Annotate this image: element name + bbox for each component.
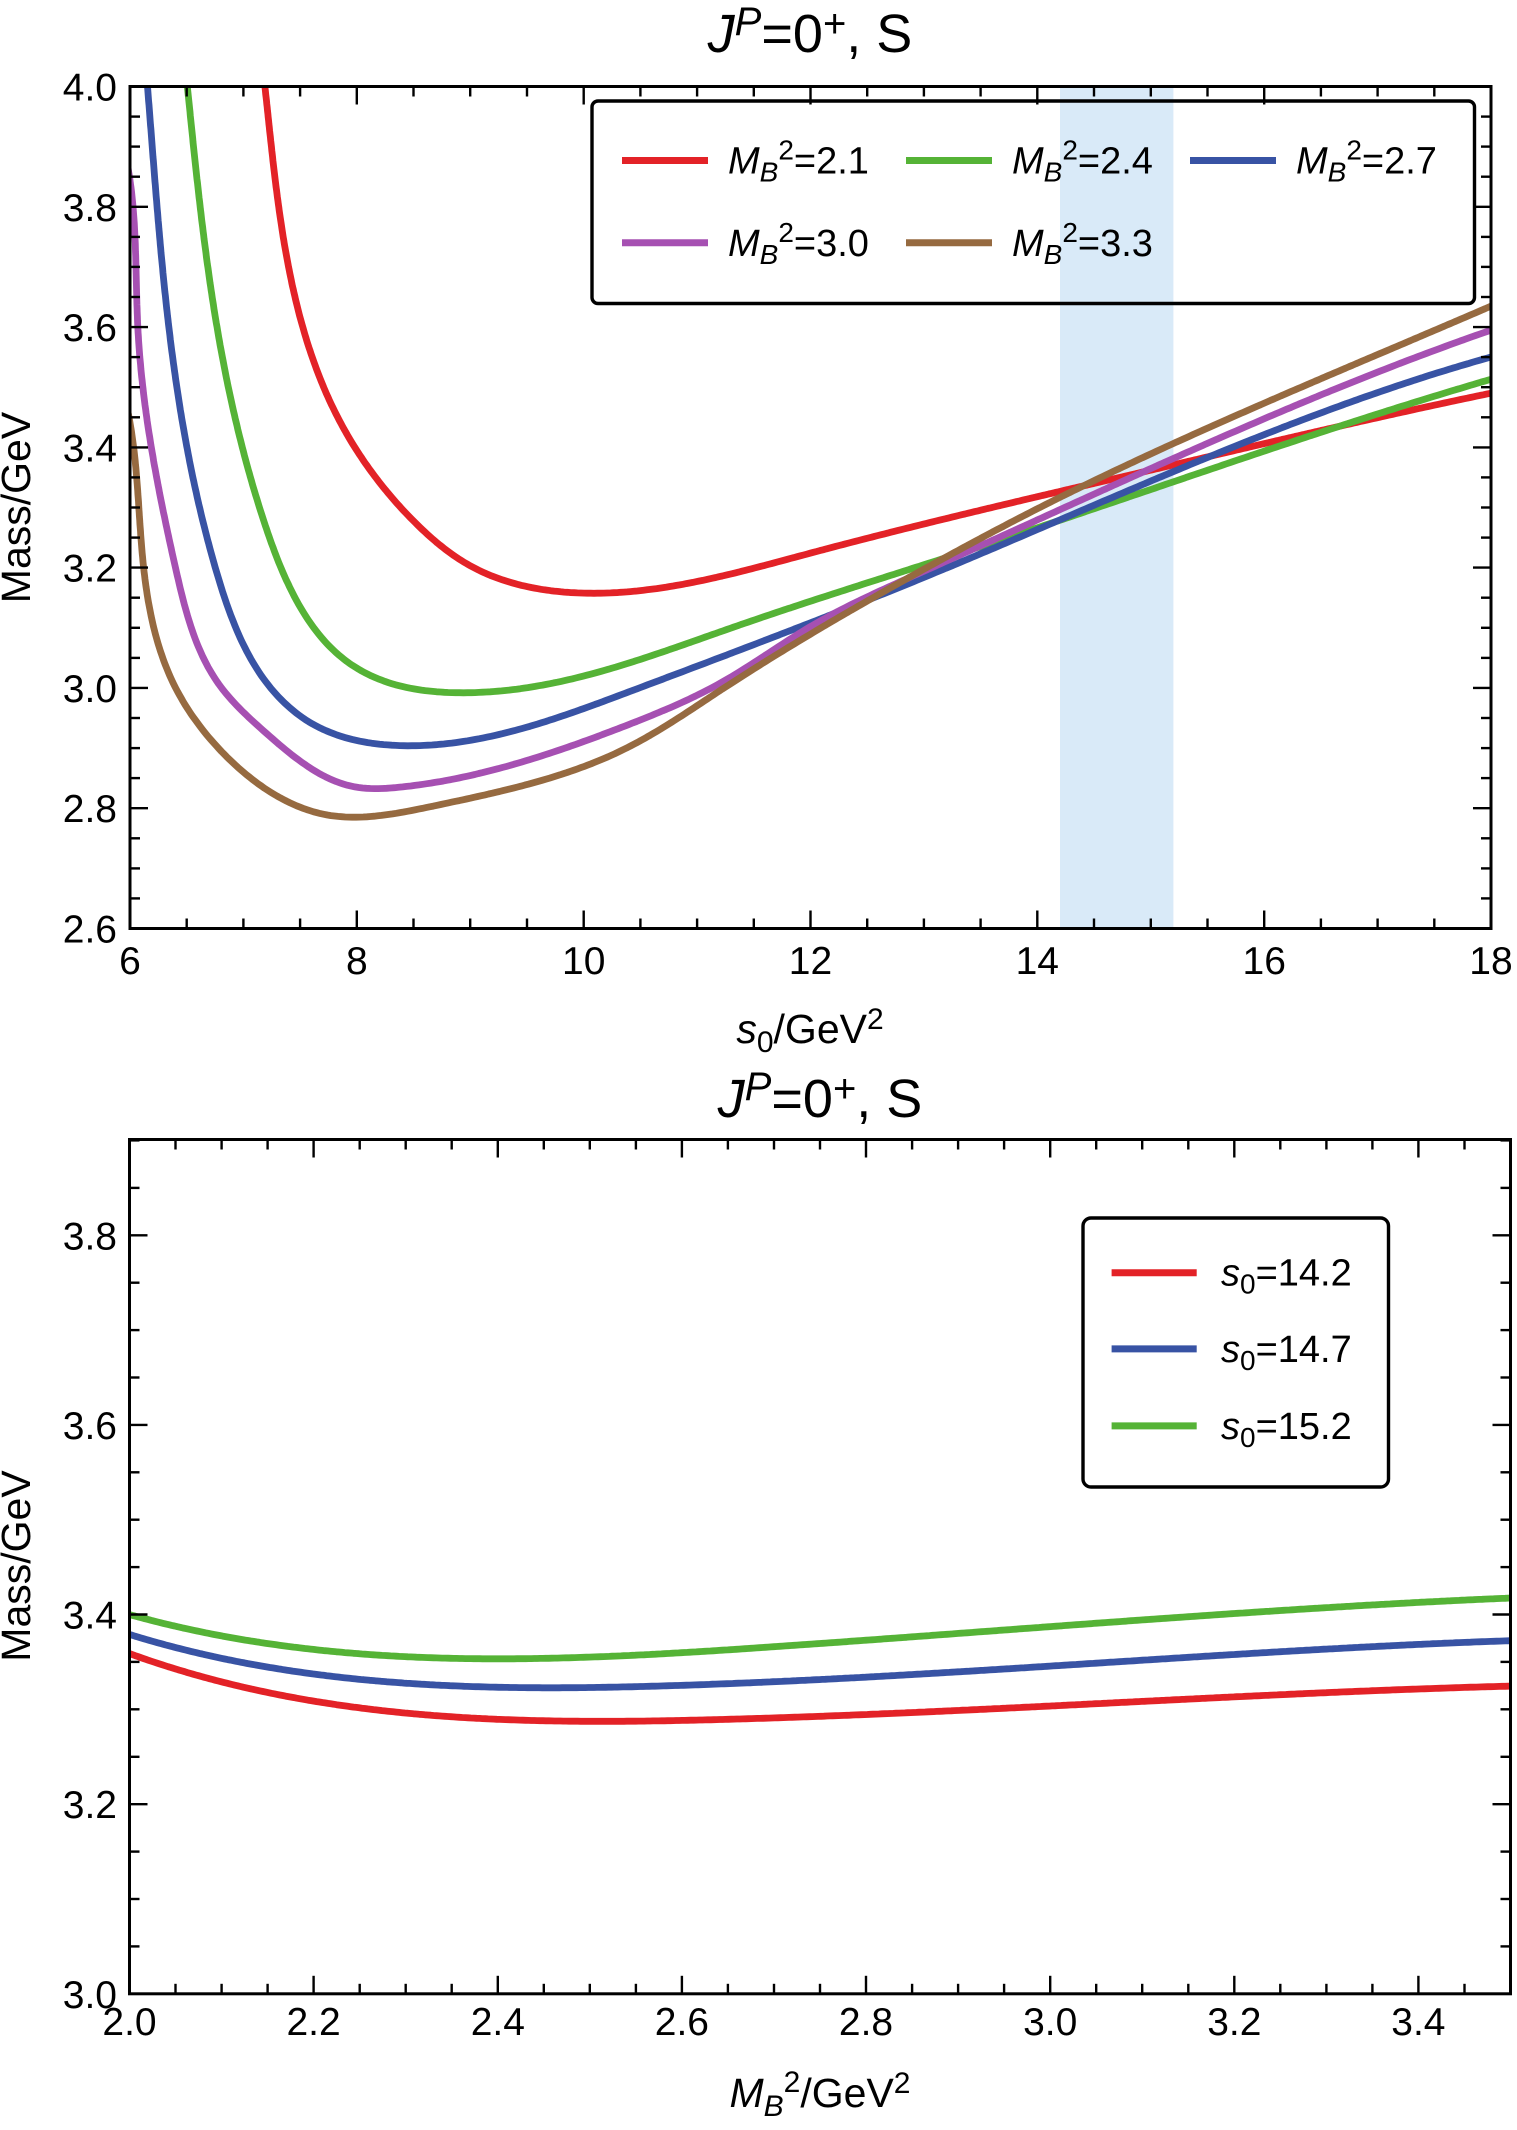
svg-text:MB2=2.4: MB2=2.4: [1012, 135, 1153, 188]
svg-text:MB2=3.0: MB2=3.0: [728, 217, 869, 270]
svg-text:4.0: 4.0: [63, 67, 117, 110]
svg-text:2.8: 2.8: [63, 788, 117, 831]
svg-text:12: 12: [789, 940, 832, 983]
svg-text:3.4: 3.4: [63, 1595, 117, 1638]
svg-text:MB2=3.3: MB2=3.3: [1012, 217, 1153, 270]
svg-text:s0/GeV2: s0/GeV2: [736, 1003, 883, 1059]
svg-text:2.4: 2.4: [471, 2001, 525, 2044]
svg-text:8: 8: [346, 940, 368, 983]
svg-text:3.0: 3.0: [63, 1974, 117, 2017]
svg-text:3.4: 3.4: [1391, 2001, 1445, 2044]
svg-text:10: 10: [562, 940, 605, 983]
svg-text:JP=0+, S: JP=0+, S: [717, 1065, 923, 1129]
svg-text:MB2/GeV2: MB2/GeV2: [730, 2066, 911, 2123]
svg-text:Mass/GeV: Mass/GeV: [0, 1470, 39, 1662]
svg-text:14: 14: [1016, 940, 1059, 983]
svg-text:s0=14.2: s0=14.2: [1221, 1253, 1352, 1300]
svg-text:JP=0+, S: JP=0+, S: [707, 0, 913, 64]
svg-text:3.0: 3.0: [63, 668, 117, 711]
svg-text:3.4: 3.4: [63, 427, 117, 470]
svg-text:2.6: 2.6: [655, 2001, 709, 2044]
svg-text:3.2: 3.2: [63, 548, 117, 591]
svg-text:3.0: 3.0: [1023, 2001, 1077, 2044]
svg-text:3.8: 3.8: [63, 187, 117, 230]
svg-text:3.8: 3.8: [63, 1215, 117, 1258]
svg-text:2.2: 2.2: [286, 2001, 340, 2044]
svg-text:Mass/GeV: Mass/GeV: [0, 411, 39, 603]
svg-text:6: 6: [119, 940, 141, 983]
svg-text:3.2: 3.2: [63, 1784, 117, 1827]
svg-text:s0=14.7: s0=14.7: [1221, 1329, 1352, 1376]
svg-text:3.6: 3.6: [63, 307, 117, 350]
svg-text:MB2=2.1: MB2=2.1: [728, 135, 869, 188]
svg-text:3.2: 3.2: [1207, 2001, 1261, 2044]
svg-text:2.6: 2.6: [63, 909, 117, 952]
svg-text:2.0: 2.0: [102, 2001, 156, 2044]
svg-text:3.6: 3.6: [63, 1405, 117, 1448]
svg-text:MB2=2.7: MB2=2.7: [1296, 135, 1437, 188]
svg-text:18: 18: [1469, 940, 1512, 983]
svg-text:2.8: 2.8: [839, 2001, 893, 2044]
svg-text:16: 16: [1243, 940, 1286, 983]
svg-text:s0=15.2: s0=15.2: [1221, 1406, 1352, 1453]
